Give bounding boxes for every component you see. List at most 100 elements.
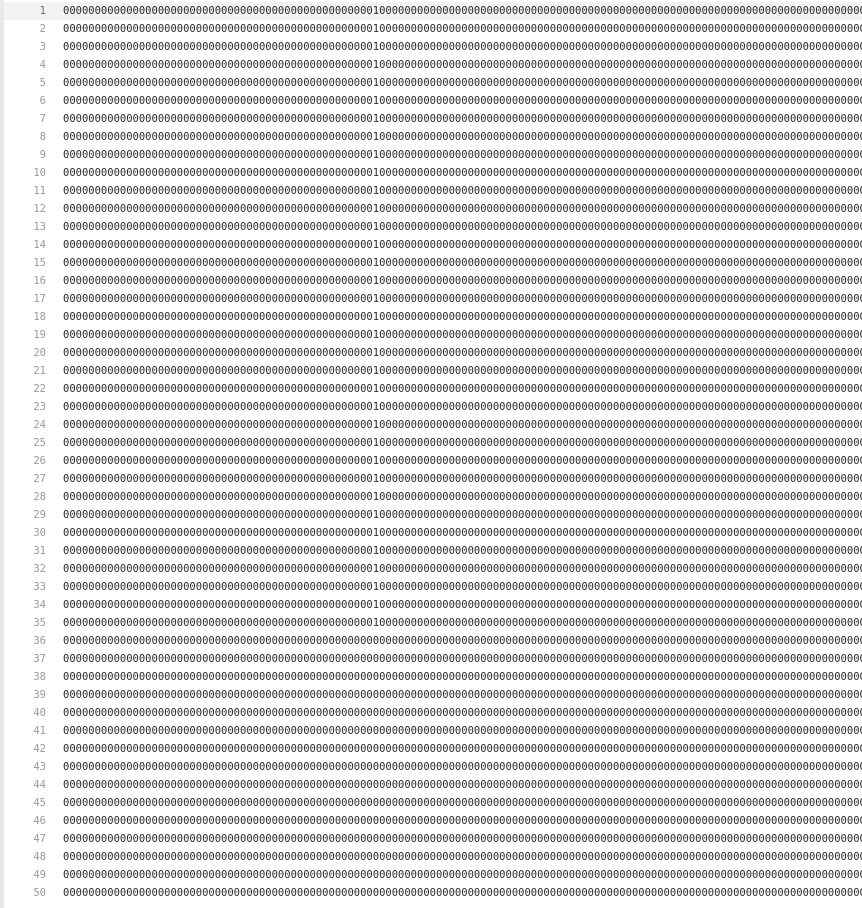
code-line[interactable]: 0000000000000000000000000000000000000000… xyxy=(63,833,862,845)
line-number: 50 xyxy=(33,887,46,899)
line-number: 21 xyxy=(33,365,46,377)
code-line[interactable]: 0000000000000000000000000000000000000000… xyxy=(63,473,862,485)
line-number: 31 xyxy=(33,545,46,557)
code-line[interactable]: 0000000000000000000000000000000000000000… xyxy=(63,725,862,737)
code-line[interactable]: 0000000000000000000000000000000000000000… xyxy=(63,491,862,503)
code-line[interactable]: 0000000000000000000000000000000000000000… xyxy=(63,149,862,161)
line-number: 36 xyxy=(33,635,46,647)
line-number: 14 xyxy=(33,239,46,251)
editor-left-edge xyxy=(0,0,4,908)
code-line[interactable]: 0000000000000000000000000000000000000000… xyxy=(63,437,862,449)
line-number: 42 xyxy=(33,743,46,755)
line-number: 46 xyxy=(33,815,46,827)
code-line[interactable]: 0000000000000000000000000000000000000000… xyxy=(63,95,862,107)
line-number: 26 xyxy=(33,455,46,467)
code-line[interactable]: 0000000000000000000000000000000000000000… xyxy=(63,815,862,827)
line-number: 25 xyxy=(33,437,46,449)
code-line[interactable]: 0000000000000000000000000000000000000000… xyxy=(63,185,862,197)
code-line[interactable]: 0000000000000000000000000000000000000000… xyxy=(63,23,862,35)
line-number: 30 xyxy=(33,527,46,539)
line-number: 40 xyxy=(33,707,46,719)
code-line[interactable]: 0000000000000000000000000000000000000000… xyxy=(63,563,862,575)
code-line[interactable]: 0000000000000000000000000000000000000000… xyxy=(63,509,862,521)
line-number: 38 xyxy=(33,671,46,683)
code-line[interactable]: 0000000000000000000000000000000000000000… xyxy=(63,59,862,71)
code-line[interactable]: 0000000000000000000000000000000000000000… xyxy=(63,203,862,215)
line-number: 22 xyxy=(33,383,46,395)
line-number: 2 xyxy=(39,23,46,35)
line-number: 13 xyxy=(33,221,46,233)
code-line[interactable]: 0000000000000000000000000000000000000000… xyxy=(63,167,862,179)
line-number: 47 xyxy=(33,833,46,845)
line-number: 41 xyxy=(33,725,46,737)
code-line[interactable]: 0000000000000000000000000000000000000000… xyxy=(63,653,862,665)
code-line[interactable]: 0000000000000000000000000000000000000000… xyxy=(63,671,862,683)
code-line[interactable]: 0000000000000000000000000000000000000000… xyxy=(63,617,862,629)
code-line[interactable]: 0000000000000000000000000000000000000000… xyxy=(63,311,862,323)
code-line[interactable]: 0000000000000000000000000000000000000000… xyxy=(63,77,862,89)
code-line[interactable]: 0000000000000000000000000000000000000000… xyxy=(63,455,862,467)
code-line[interactable]: 0000000000000000000000000000000000000000… xyxy=(63,599,862,611)
code-line[interactable]: 0000000000000000000000000000000000000000… xyxy=(63,707,862,719)
line-number: 34 xyxy=(33,599,46,611)
code-line[interactable]: 0000000000000000000000000000000000000000… xyxy=(63,239,862,251)
code-line[interactable]: 0000000000000000000000000000000000000000… xyxy=(63,293,862,305)
line-number: 5 xyxy=(39,77,46,89)
line-number: 23 xyxy=(33,401,46,413)
code-line[interactable]: 0000000000000000000000000000000000000000… xyxy=(63,257,862,269)
line-number: 39 xyxy=(33,689,46,701)
line-number: 24 xyxy=(33,419,46,431)
line-number: 12 xyxy=(33,203,46,215)
code-line[interactable]: 0000000000000000000000000000000000000000… xyxy=(63,635,862,647)
code-line[interactable]: 0000000000000000000000000000000000000000… xyxy=(63,365,862,377)
line-number: 16 xyxy=(33,275,46,287)
code-line[interactable]: 0000000000000000000000000000000000000000… xyxy=(63,743,862,755)
code-line[interactable]: 0000000000000000000000000000000000000000… xyxy=(63,545,862,557)
line-number: 45 xyxy=(33,797,46,809)
code-line[interactable]: 0000000000000000000000000000000000000000… xyxy=(63,401,862,413)
code-line[interactable]: 0000000000000000000000000000000000000000… xyxy=(63,851,862,863)
line-number: 3 xyxy=(39,41,46,53)
line-number: 1 xyxy=(39,5,46,17)
code-line[interactable]: 0000000000000000000000000000000000000000… xyxy=(63,5,862,17)
code-line[interactable]: 0000000000000000000000000000000000000000… xyxy=(63,689,862,701)
line-number: 10 xyxy=(33,167,46,179)
line-number-gutter: 1 2 3 4 5 6 7 8 9 10 11 12 13 14 15 16 17 18 19 20 21 22 23 24 2… xyxy=(4,2,50,902)
code-line[interactable]: 0000000000000000000000000000000000000000… xyxy=(63,131,862,143)
line-number: 18 xyxy=(33,311,46,323)
code-line[interactable]: 0000000000000000000000000000000000000000… xyxy=(63,581,862,593)
line-number: 29 xyxy=(33,509,46,521)
line-number: 37 xyxy=(33,653,46,665)
code-line[interactable]: 0000000000000000000000000000000000000000… xyxy=(63,329,862,341)
line-number: 44 xyxy=(33,779,46,791)
line-number: 20 xyxy=(33,347,46,359)
code-line[interactable]: 0000000000000000000000000000000000000000… xyxy=(63,779,862,791)
line-number: 27 xyxy=(33,473,46,485)
line-number: 15 xyxy=(33,257,46,269)
line-number: 19 xyxy=(33,329,46,341)
code-line[interactable]: 0000000000000000000000000000000000000000… xyxy=(63,887,862,899)
line-number: 17 xyxy=(33,293,46,305)
code-line[interactable]: 0000000000000000000000000000000000000000… xyxy=(63,761,862,773)
code-line[interactable]: 0000000000000000000000000000000000000000… xyxy=(63,41,862,53)
line-number: 8 xyxy=(39,131,46,143)
code-line[interactable]: 0000000000000000000000000000000000000000… xyxy=(63,527,862,539)
code-line[interactable]: 0000000000000000000000000000000000000000… xyxy=(63,275,862,287)
line-number: 28 xyxy=(33,491,46,503)
line-number: 9 xyxy=(39,149,46,161)
code-text-area[interactable]: 0000000000000000000000000000000000000000… xyxy=(63,2,862,902)
line-number: 43 xyxy=(33,761,46,773)
line-number: 33 xyxy=(33,581,46,593)
line-number: 6 xyxy=(39,95,46,107)
code-line[interactable]: 0000000000000000000000000000000000000000… xyxy=(63,869,862,881)
line-number: 48 xyxy=(33,851,46,863)
line-number: 11 xyxy=(33,185,46,197)
code-line[interactable]: 0000000000000000000000000000000000000000… xyxy=(63,221,862,233)
code-line[interactable]: 0000000000000000000000000000000000000000… xyxy=(63,797,862,809)
line-number: 4 xyxy=(39,59,46,71)
code-line[interactable]: 0000000000000000000000000000000000000000… xyxy=(63,113,862,125)
code-line[interactable]: 0000000000000000000000000000000000000000… xyxy=(63,419,862,431)
code-line[interactable]: 0000000000000000000000000000000000000000… xyxy=(63,347,862,359)
code-line[interactable]: 0000000000000000000000000000000000000000… xyxy=(63,383,862,395)
